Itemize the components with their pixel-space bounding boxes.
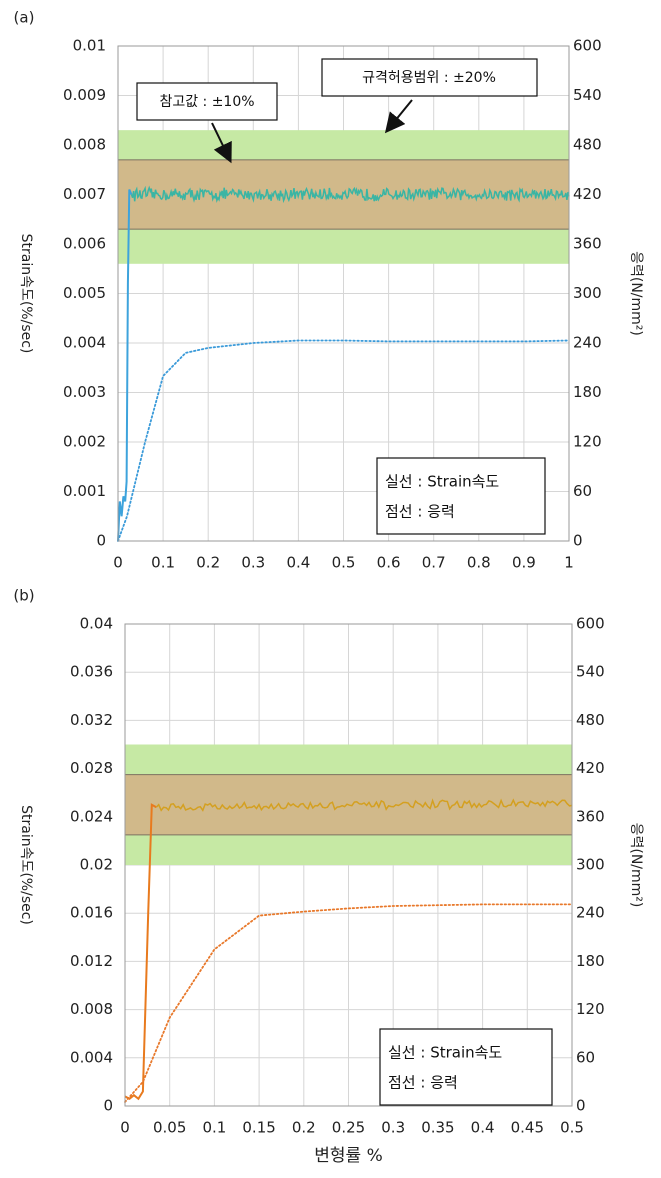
y-left-tick-label: 0.01 — [73, 37, 106, 55]
y-left-tick-label: 0.02 — [80, 856, 113, 874]
legend-solid-line-label: 실선 : Strain속도 — [385, 473, 499, 491]
y-right-tick-label: 480 — [573, 136, 602, 154]
y-right-tick-label: 300 — [576, 856, 605, 874]
strain-rate-ramp-line — [117, 189, 133, 542]
legend-box — [376, 457, 546, 535]
x-tick-label: 0.35 — [421, 1119, 454, 1137]
x-axis-label: 변형률 % — [314, 1146, 382, 1166]
callout-20pct-text: 규격허용범위 : ±20% — [362, 70, 496, 86]
x-tick-label: 0.45 — [511, 1119, 544, 1137]
y-left-axis-label: Strain속도(%/sec) — [18, 805, 34, 925]
y-left-tick-label: 0 — [103, 1097, 113, 1115]
y-right-tick-label: 600 — [573, 37, 602, 55]
y-right-axis-label: 응력(N/mm²) — [628, 251, 644, 336]
y-left-tick-label: 0.001 — [63, 482, 106, 500]
stress-dotted-line — [124, 903, 573, 1103]
legend-box — [379, 1028, 553, 1106]
y-right-tick-label: 600 — [576, 615, 605, 633]
y-left-tick-label: 0.036 — [70, 663, 113, 681]
x-tick-label: 0.25 — [332, 1119, 365, 1137]
x-tick-label: 0.5 — [332, 554, 356, 572]
y-left-tick-label: 0.024 — [70, 807, 113, 825]
y-right-tick-label: 60 — [576, 1048, 595, 1066]
y-left-tick-label: 0 — [96, 532, 106, 550]
y-left-tick-label: 0.002 — [63, 433, 106, 451]
y-right-tick-label: 360 — [576, 807, 605, 825]
callout-10pct-arrow — [211, 122, 232, 164]
x-tick-label: 0.4 — [286, 554, 310, 572]
y-right-tick-label: 120 — [573, 433, 602, 451]
chart-panel-a: (a) 0 0.1 0.2 0.3 0.4 0.5 0.6 0.7 0.8 0.9 1 0 0.001 0.… — [14, 9, 644, 572]
callout-20pct-box — [321, 58, 538, 97]
y-left-tick-label: 0.016 — [70, 904, 113, 922]
y-left-tick-label: 0.012 — [70, 952, 113, 970]
x-tick-label: 1 — [564, 554, 574, 572]
x-tick-label: 0.1 — [151, 554, 175, 572]
panel-label: (a) — [14, 9, 35, 27]
y-right-tick-label: 480 — [576, 711, 605, 729]
y-right-tick-label: 420 — [576, 759, 605, 777]
x-tick-label: 0.15 — [242, 1119, 275, 1137]
y-left-tick-label: 0.006 — [63, 235, 106, 253]
x-tick-label: 0 — [120, 1119, 130, 1137]
x-tick-label: 0.3 — [241, 554, 265, 572]
legend-dotted-line-label: 점선 : 응력 — [385, 503, 455, 521]
legend-dotted-line-label: 점선 : 응력 — [388, 1074, 458, 1092]
y-left-tick-label: 0.004 — [70, 1048, 113, 1066]
x-tick-label: 0.5 — [560, 1119, 584, 1137]
y-right-tick-label: 240 — [576, 904, 605, 922]
y-left-tick-label: 0.003 — [63, 383, 106, 401]
y-right-tick-label: 180 — [576, 952, 605, 970]
y-right-tick-label: 0 — [573, 532, 583, 550]
plot-frame — [117, 45, 570, 542]
x-tick-label: 0.4 — [471, 1119, 495, 1137]
y-left-tick-label: 0.009 — [63, 86, 106, 104]
x-tick-label: 0.7 — [422, 554, 446, 572]
x-tick-label: 0.9 — [512, 554, 536, 572]
y-left-tick-label: 0.04 — [80, 615, 113, 633]
plot-frame — [124, 623, 573, 1107]
x-tick-label: 0 — [113, 554, 123, 572]
y-right-tick-label: 180 — [573, 383, 602, 401]
y-right-tick-label: 540 — [573, 86, 602, 104]
y-left-tick-label: 0.008 — [63, 136, 106, 154]
y-left-tick-label: 0.032 — [70, 711, 113, 729]
strain-rate-solid-line — [130, 185, 570, 204]
chart-panel-b: (b) 0 0.05 0.1 0.15 0.2 0.25 0.3 0.35 0.4 0.45 0.5 0… — [13, 587, 644, 1167]
y-right-tick-label: 420 — [573, 185, 602, 203]
y-right-tick-label: 540 — [576, 663, 605, 681]
y-left-tick-label: 0.028 — [70, 759, 113, 777]
x-tick-label: 0.8 — [467, 554, 491, 572]
x-tick-label: 0.3 — [381, 1119, 405, 1137]
y-left-axis-label: Strain속도(%/sec) — [18, 234, 34, 354]
y-right-tick-label: 300 — [573, 284, 602, 302]
x-tick-label: 0.1 — [202, 1119, 226, 1137]
strain-rate-ramp-line — [124, 803, 157, 1101]
callout-10pct-text: 참고값 : ±10% — [159, 94, 254, 110]
panel-label: (b) — [13, 587, 34, 605]
callout-20pct-arrow — [384, 99, 413, 134]
x-tick-label: 0.2 — [196, 554, 220, 572]
x-tick-label: 0.2 — [292, 1119, 316, 1137]
stress-dotted-line — [117, 339, 570, 542]
y-left-tick-label: 0.004 — [63, 334, 106, 352]
x-tick-label: 0.6 — [377, 554, 401, 572]
y-right-tick-label: 240 — [573, 334, 602, 352]
y-right-tick-label: 60 — [573, 482, 592, 500]
y-left-tick-label: 0.008 — [70, 1000, 113, 1018]
y-right-tick-label: 120 — [576, 1000, 605, 1018]
callout-10pct-box — [136, 82, 278, 121]
y-left-tick-label: 0.007 — [63, 185, 106, 203]
y-right-tick-label: 360 — [573, 235, 602, 253]
strain-rate-solid-line — [155, 798, 573, 812]
y-right-tick-label: 0 — [576, 1097, 586, 1115]
legend-solid-line-label: 실선 : Strain속도 — [388, 1044, 502, 1062]
y-left-tick-label: 0.005 — [63, 284, 106, 302]
y-right-axis-label: 응력(N/mm²) — [628, 823, 644, 908]
x-tick-label: 0.05 — [153, 1119, 186, 1137]
